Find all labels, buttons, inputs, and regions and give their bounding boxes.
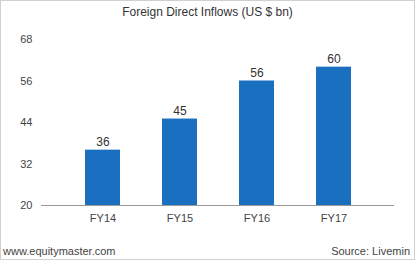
html-text:Foreign Direct Inflows (US $ b: Foreign Direct Inflows (US $ bn): [122, 5, 293, 19]
svg-text:32: 32: [20, 158, 32, 170]
svg-text:FY15: FY15: [167, 212, 193, 224]
svg-text:56: 56: [20, 75, 32, 87]
svg-text:60: 60: [327, 52, 341, 66]
svg-text:68: 68: [20, 33, 32, 45]
html-text:www.equitymaster.com: www.equitymaster.com: [3, 245, 116, 257]
svg-text:44: 44: [20, 116, 32, 128]
svg-text:20: 20: [20, 199, 32, 211]
svg-text:36: 36: [96, 135, 110, 149]
svg-text:56: 56: [250, 66, 264, 80]
svg-text:FY17: FY17: [321, 212, 347, 224]
svg-text:FY16: FY16: [244, 212, 270, 224]
svg-text:FY14: FY14: [90, 212, 116, 224]
html-text:Source: Livemin: Source: Livemin: [331, 245, 410, 257]
svg-text:45: 45: [173, 104, 187, 118]
